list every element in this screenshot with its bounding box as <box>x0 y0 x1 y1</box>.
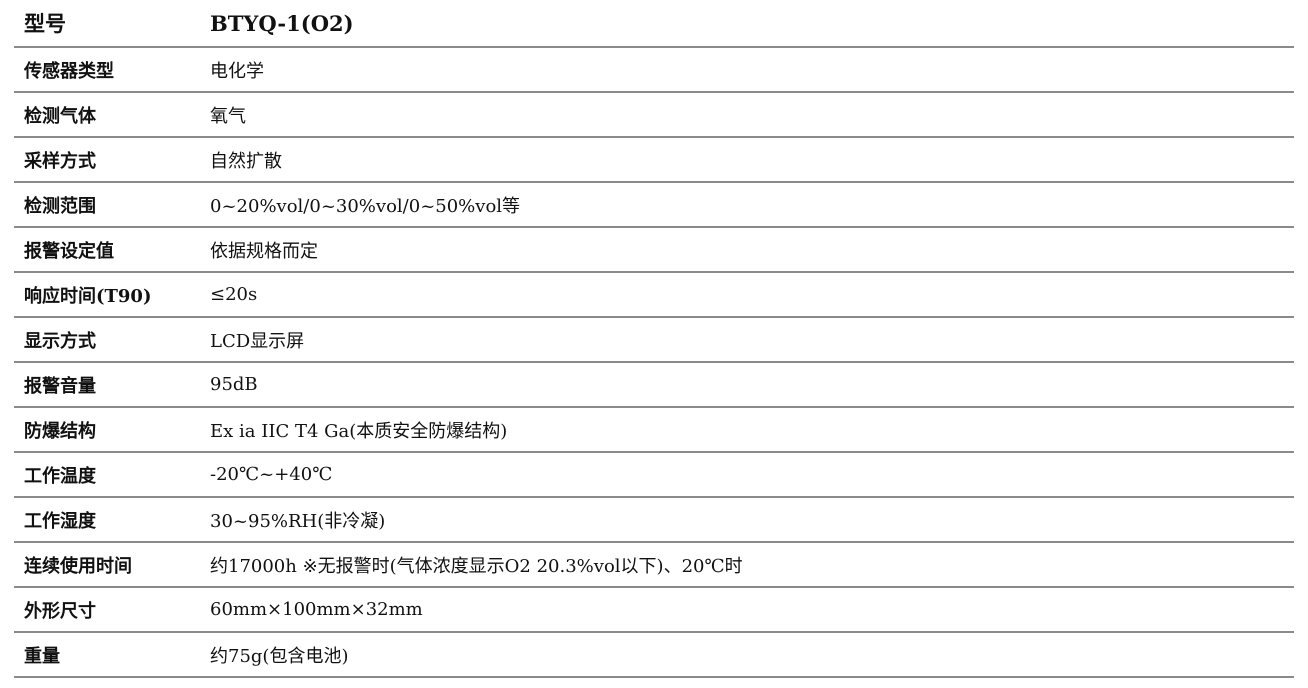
table-row: 防爆结构 Ex ia IIC T4 Ga(本质安全防爆结构) <box>14 408 1294 453</box>
table-header-row: 型号 BTYQ-1(O2) <box>14 0 1294 48</box>
spec-value: 约17000h ※无报警时(气体浓度显示O2 20.3%vol以下)、20℃时 <box>210 555 743 577</box>
spec-label: 报警设定值 <box>24 240 114 262</box>
table-row: 响应时间(T90) ≤20s <box>14 273 1294 318</box>
spec-label: 工作湿度 <box>24 510 96 532</box>
table-row: 报警音量 95dB <box>14 363 1294 408</box>
spec-value: 电化学 <box>210 60 264 82</box>
spec-value: ≤20s <box>210 284 258 305</box>
spec-label: 报警音量 <box>24 375 96 397</box>
spec-value: 60mm×100mm×32mm <box>210 599 423 620</box>
spec-table: 型号 BTYQ-1(O2) 传感器类型 电化学检测气体 氧气采样方式 自然扩散检测范围… <box>14 0 1294 678</box>
spec-value: BTYQ-1(O2) <box>210 10 354 36</box>
spec-value: 约75g(包含电池) <box>210 645 349 667</box>
table-row: 检测范围 0~20%vol/0~30%vol/0~50%vol等 <box>14 183 1294 228</box>
spec-value: 95dB <box>210 374 258 395</box>
table-row: 采样方式 自然扩散 <box>14 138 1294 183</box>
table-row: 重量 约75g(包含电池) <box>14 633 1294 678</box>
table-row: 检测气体 氧气 <box>14 93 1294 138</box>
table-row: 连续使用时间 约17000h ※无报警时(气体浓度显示O2 20.3%vol以下)… <box>14 543 1294 588</box>
spec-label: 检测范围 <box>24 195 96 217</box>
spec-label: 型号 <box>24 11 66 36</box>
spec-value: LCD显示屏 <box>210 330 305 352</box>
spec-value: 30~95%RH(非冷凝) <box>210 510 386 532</box>
spec-label: 检测气体 <box>24 105 96 127</box>
spec-value: -20℃~+40℃ <box>210 464 333 485</box>
table-row: 工作湿度 30~95%RH(非冷凝) <box>14 498 1294 543</box>
spec-label: 响应时间(T90) <box>24 285 152 307</box>
table-row: 显示方式 LCD显示屏 <box>14 318 1294 363</box>
spec-label: 传感器类型 <box>24 60 114 82</box>
spec-value: Ex ia IIC T4 Ga(本质安全防爆结构) <box>210 420 508 442</box>
spec-label: 防爆结构 <box>24 420 96 442</box>
spec-value: 自然扩散 <box>210 150 282 172</box>
table-row: 报警设定值 依据规格而定 <box>14 228 1294 273</box>
spec-value: 0~20%vol/0~30%vol/0~50%vol等 <box>210 195 521 217</box>
table-row: 外形尺寸 60mm×100mm×32mm <box>14 588 1294 633</box>
spec-label: 外形尺寸 <box>24 600 96 622</box>
table-row: 传感器类型 电化学 <box>14 48 1294 93</box>
table-row: 工作温度 -20℃~+40℃ <box>14 453 1294 498</box>
spec-value: 依据规格而定 <box>210 240 318 262</box>
spec-label: 显示方式 <box>24 330 96 352</box>
spec-label: 重量 <box>24 645 60 667</box>
spec-value: 氧气 <box>210 105 246 127</box>
spec-label: 工作温度 <box>24 465 96 487</box>
spec-label: 连续使用时间 <box>24 555 132 577</box>
spec-label: 采样方式 <box>24 150 96 172</box>
